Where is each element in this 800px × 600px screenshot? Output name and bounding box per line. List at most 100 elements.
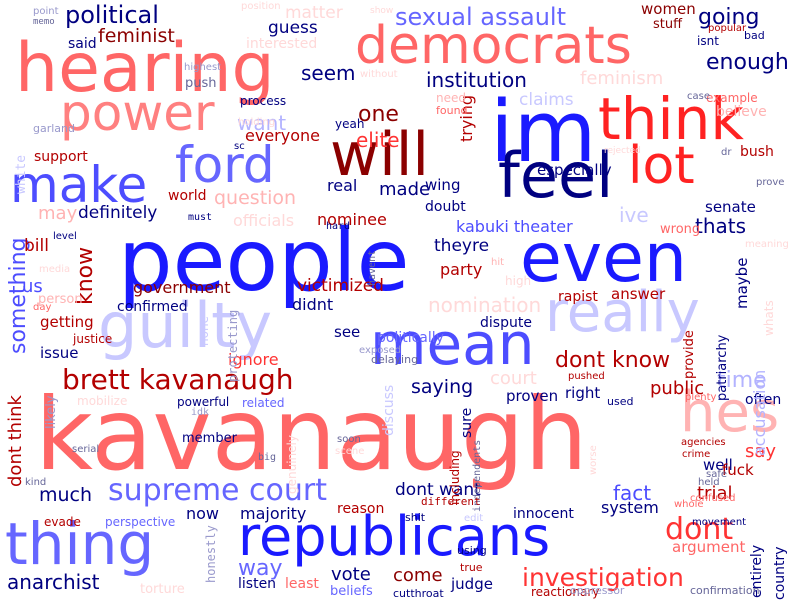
- word: likely: [44, 395, 59, 429]
- word: dont: [665, 512, 734, 547]
- word: want: [237, 111, 287, 135]
- word: day: [33, 302, 52, 313]
- word: hearing: [15, 29, 275, 108]
- word: support: [34, 149, 88, 165]
- word: hes: [680, 380, 780, 445]
- word: process: [240, 94, 287, 108]
- word: ive: [619, 203, 649, 227]
- word: ignore: [228, 350, 279, 369]
- word: confused: [690, 493, 736, 504]
- word: see: [334, 323, 361, 341]
- word: mobilize: [77, 394, 128, 408]
- word: bill: [24, 236, 49, 256]
- word: way: [238, 556, 283, 581]
- word: thing: [5, 510, 155, 578]
- word: reactionary: [531, 585, 600, 599]
- word: sexual assault: [395, 3, 566, 31]
- word: justice: [73, 332, 113, 346]
- word: powerful: [177, 395, 230, 409]
- word: memo: [33, 17, 55, 27]
- word: push: [185, 76, 217, 91]
- word: none: [197, 316, 211, 346]
- word: confirmation: [690, 584, 760, 597]
- word: point: [33, 6, 59, 17]
- word: government: [133, 278, 231, 297]
- word: pushed: [568, 371, 605, 382]
- word: position: [241, 1, 281, 12]
- word: nominee: [317, 210, 387, 229]
- word: cutthroat: [393, 587, 444, 600]
- word: oppressor: [570, 584, 625, 597]
- word: scene: [335, 446, 365, 457]
- word: investigation: [522, 563, 684, 592]
- word: sc: [234, 141, 245, 152]
- word: getting: [40, 313, 94, 331]
- word: political: [65, 1, 159, 29]
- word: claims: [519, 90, 574, 110]
- word: country: [772, 546, 788, 600]
- word: politically: [377, 330, 444, 346]
- word: going: [698, 5, 760, 30]
- word: innocent: [513, 506, 574, 522]
- word: wing: [425, 176, 461, 194]
- word: big: [258, 452, 277, 463]
- word: judge: [451, 575, 493, 593]
- word: show: [370, 6, 394, 16]
- word: will: [330, 120, 430, 190]
- word: believe: [716, 104, 767, 120]
- word: perspective: [105, 515, 176, 529]
- word: feel: [498, 139, 614, 212]
- word: plenty: [685, 392, 717, 403]
- word: crime: [682, 449, 711, 460]
- word: question: [214, 187, 297, 209]
- word: havent: [367, 249, 378, 286]
- word: especially: [537, 161, 612, 179]
- word: member: [182, 431, 237, 446]
- word: institution: [426, 68, 527, 92]
- word: patriarchy: [715, 334, 730, 401]
- word: think: [598, 85, 744, 153]
- word: nomination: [428, 293, 542, 317]
- word: maybe: [733, 257, 751, 309]
- word: public: [650, 378, 705, 399]
- word: interested: [246, 36, 318, 52]
- word: feminism: [580, 68, 664, 89]
- word: said: [68, 36, 97, 52]
- word: rejected: [604, 146, 641, 156]
- word: us: [22, 276, 43, 297]
- word: time: [717, 368, 767, 393]
- word: media: [39, 264, 71, 275]
- word: holding: [238, 117, 276, 128]
- word: dont want: [395, 480, 481, 500]
- word: vote: [331, 564, 371, 585]
- word: officials: [233, 211, 295, 230]
- word: shit: [405, 511, 426, 524]
- word: movement: [692, 517, 747, 528]
- word: often: [745, 392, 782, 408]
- word: well: [703, 456, 733, 474]
- word: evade: [44, 515, 81, 529]
- word: worse: [588, 445, 599, 475]
- word: real: [327, 176, 358, 195]
- word: without: [360, 69, 398, 80]
- word: bush: [740, 144, 774, 160]
- word: people: [118, 211, 410, 311]
- word: least: [285, 576, 319, 592]
- word: rapist: [558, 289, 598, 305]
- word: highest: [184, 62, 222, 73]
- word: didnt: [292, 295, 334, 314]
- word: everyone: [245, 126, 320, 145]
- word: prove: [756, 177, 785, 188]
- word: really: [545, 280, 700, 345]
- word: white: [14, 154, 29, 194]
- word: hit: [491, 257, 505, 268]
- word: say: [745, 441, 777, 462]
- word: right: [565, 384, 601, 402]
- word: discuss: [381, 384, 397, 436]
- word: make: [10, 156, 148, 214]
- word: ford: [175, 136, 275, 194]
- word: matter: [285, 3, 343, 23]
- word: fuck: [722, 461, 754, 479]
- word: saying: [411, 376, 474, 398]
